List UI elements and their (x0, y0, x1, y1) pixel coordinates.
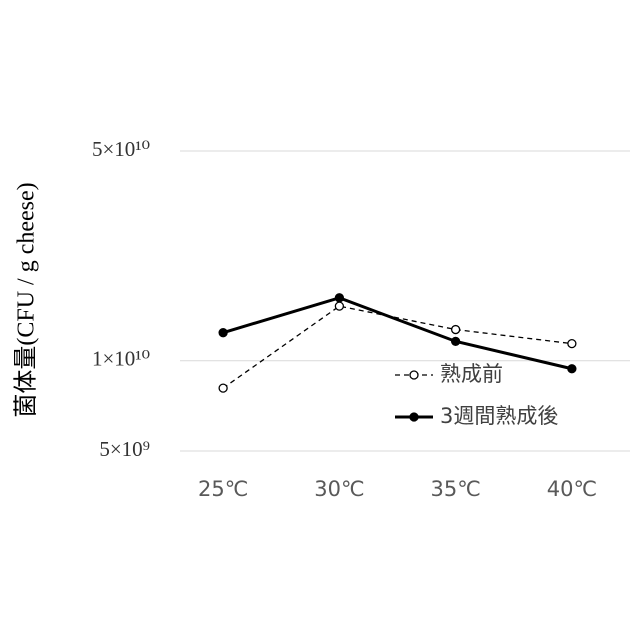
y-tick-label: 1×10¹⁰ (92, 347, 150, 371)
data-point (452, 337, 460, 345)
legend-label: 熟成前 (440, 362, 503, 386)
y-tick-label: 5×10⁹ (99, 437, 150, 461)
data-point (335, 302, 343, 310)
legend-marker (410, 413, 418, 421)
x-tick-label: 35℃ (430, 477, 480, 501)
x-tick-label: 25℃ (198, 477, 248, 501)
data-point (568, 340, 576, 348)
data-point (568, 365, 576, 373)
data-point (452, 326, 460, 334)
data-point (219, 384, 227, 392)
y-axis-label: 菌体量(CFU / g cheese) (13, 182, 40, 417)
y-tick-label: 5×10¹⁰ (92, 137, 150, 161)
legend-marker (410, 371, 418, 379)
x-tick-label: 30℃ (314, 477, 364, 501)
data-point (335, 294, 343, 302)
data-point (219, 329, 227, 337)
x-tick-label: 40℃ (547, 477, 597, 501)
legend-label: 3週間熟成後 (440, 404, 558, 428)
chart: 菌体量(CFU / g cheese) 5×10⁹ 1×10¹⁰ 5×10¹⁰ 25℃… (0, 0, 640, 640)
series-line (223, 298, 572, 369)
